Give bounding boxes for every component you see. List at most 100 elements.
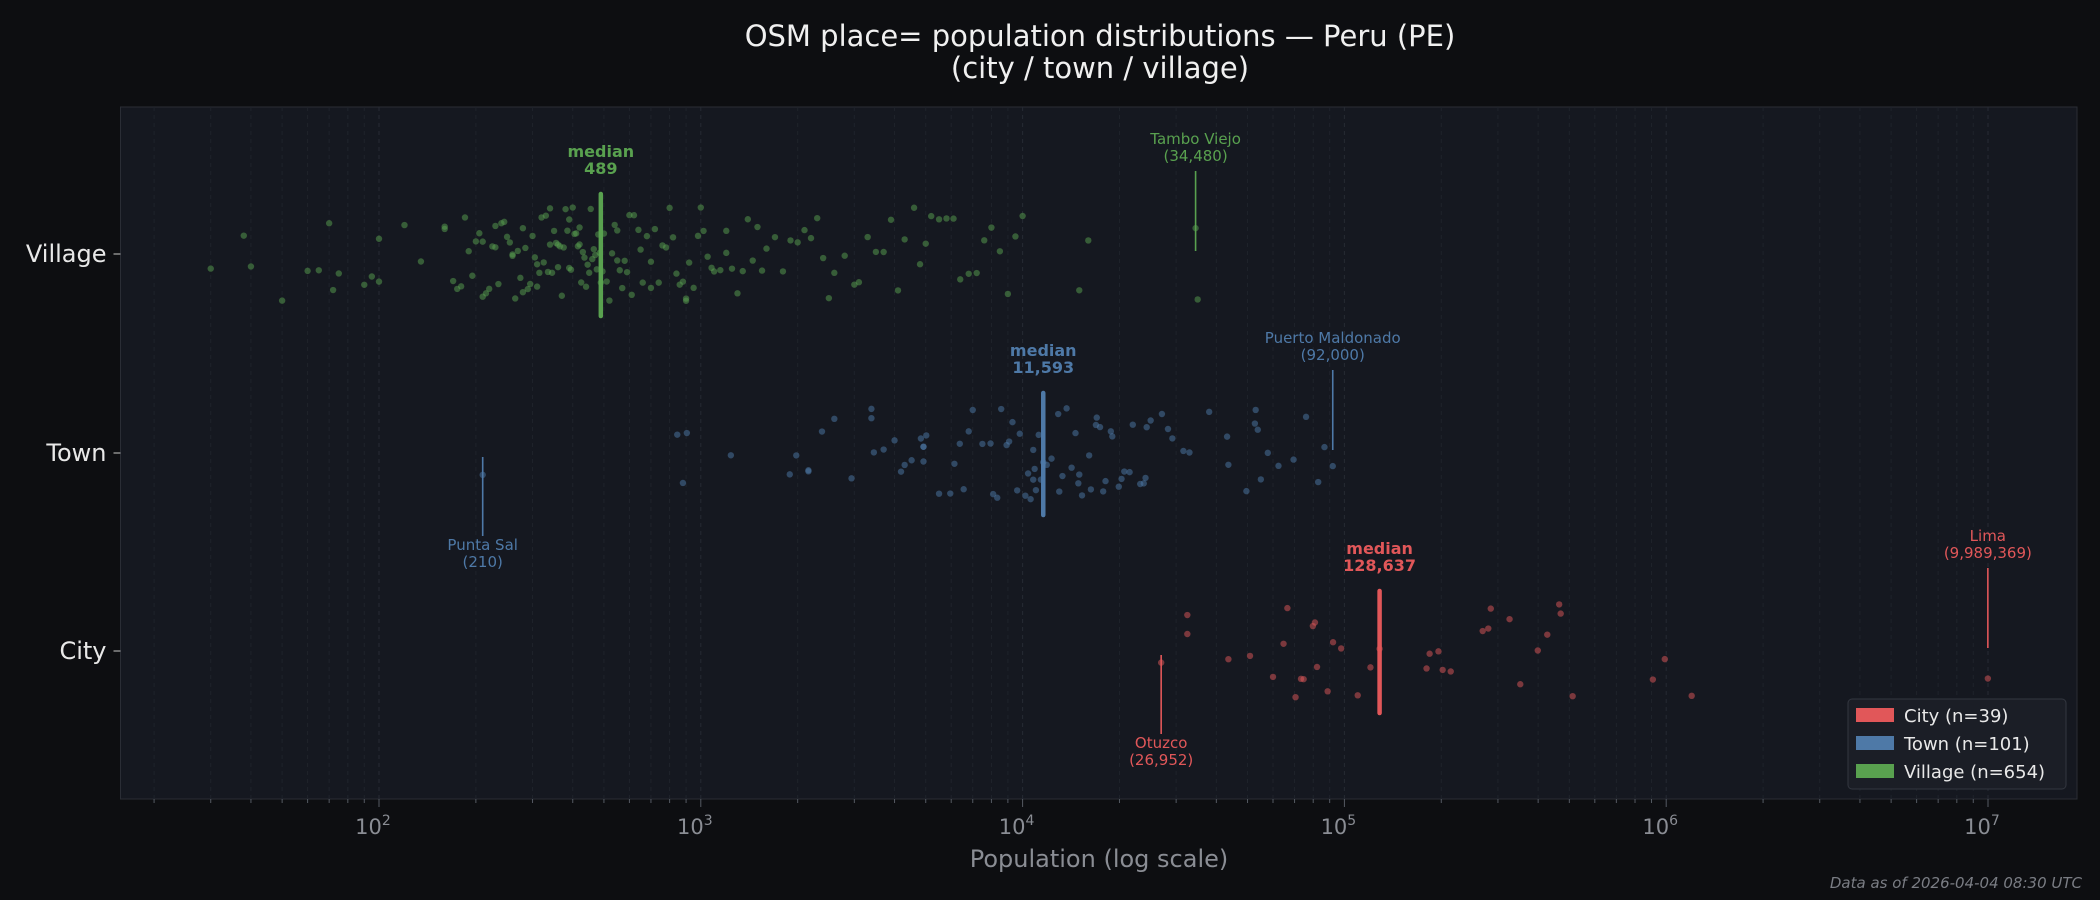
data-point-village <box>626 211 633 219</box>
median-value: 128,637 <box>1343 556 1416 575</box>
data-point-village <box>801 226 808 234</box>
data-point-town <box>818 428 826 435</box>
data-point-village <box>569 204 576 211</box>
tick-base: 10 <box>1964 815 1991 839</box>
data-point-city <box>1423 665 1430 672</box>
data-point-village <box>441 223 448 230</box>
data-point-village <box>608 250 616 257</box>
data-point-town <box>1275 462 1282 470</box>
data-point-village <box>697 204 704 211</box>
data-point-town <box>965 428 972 435</box>
data-point-town <box>1302 413 1310 421</box>
data-point-village <box>717 266 724 274</box>
data-point-village <box>465 248 472 255</box>
data-point-village <box>542 212 550 219</box>
data-point-village <box>807 234 815 242</box>
data-point-village <box>479 238 486 245</box>
data-point-village <box>685 259 693 266</box>
data-point-village <box>586 269 593 276</box>
data-point-village <box>247 263 255 270</box>
data-point-village <box>566 216 573 223</box>
data-point-village <box>621 257 628 264</box>
data-point-village <box>546 241 554 248</box>
data-point-village <box>514 247 522 255</box>
data-point-town <box>897 468 905 475</box>
data-point-city <box>1555 601 1563 608</box>
data-point-village <box>1004 290 1012 298</box>
data-point-village <box>469 272 476 279</box>
data-point-village <box>635 226 642 234</box>
data-point-town <box>1085 452 1093 459</box>
data-point-town <box>1321 443 1328 451</box>
tick-exponent: 6 <box>1669 813 1678 829</box>
data-point-village <box>304 267 311 275</box>
data-point-village <box>576 224 583 231</box>
data-point-village <box>492 222 499 230</box>
legend-swatch-city <box>1856 708 1894 722</box>
data-point-town <box>1223 433 1231 440</box>
data-point-village <box>524 285 531 293</box>
legend-swatch-village <box>1856 764 1894 778</box>
data-point-town <box>917 435 925 442</box>
data-point-city <box>1300 675 1307 683</box>
data-point-village <box>910 204 918 211</box>
annotation-value: (9,989,369) <box>1944 544 2032 562</box>
y-tick-label-village: Village <box>26 240 107 268</box>
x-axis-label: Population (log scale) <box>970 845 1229 873</box>
data-point-city <box>1661 655 1668 663</box>
data-point-village <box>375 278 383 285</box>
data-point-town <box>1068 464 1075 471</box>
data-point-town <box>1329 462 1336 470</box>
data-point-village <box>533 283 541 290</box>
data-point-town <box>1099 488 1107 495</box>
data-point-town <box>1257 476 1265 483</box>
data-point-town <box>1078 492 1086 499</box>
data-point-town <box>1180 447 1187 455</box>
x-tick-label: 107 <box>1964 813 2000 839</box>
data-point-village <box>864 233 871 241</box>
data-point-village <box>461 214 469 221</box>
data-point-city <box>1184 630 1191 638</box>
data-point-village <box>841 252 848 259</box>
data-point-town <box>1164 425 1172 433</box>
data-point-village <box>457 283 465 290</box>
data-point-town <box>979 440 986 448</box>
data-point-village <box>329 286 337 294</box>
data-point-village <box>315 267 322 274</box>
data-point-village <box>579 248 587 256</box>
data-point-village <box>771 233 779 241</box>
data-point-village <box>690 284 697 292</box>
data-point-village <box>533 261 541 268</box>
data-point-city <box>1479 627 1486 635</box>
data-point-town <box>1063 405 1070 412</box>
data-point-town <box>901 461 908 469</box>
data-point-village <box>614 257 621 264</box>
data-point-town <box>727 452 735 459</box>
data-point-town <box>1072 429 1079 437</box>
data-point-town <box>1087 486 1095 493</box>
data-point-village <box>603 278 610 285</box>
data-point-village <box>540 259 547 266</box>
data-point-village <box>758 267 766 274</box>
data-point-village <box>666 204 673 212</box>
data-point-village <box>623 268 631 276</box>
data-point-city <box>1544 631 1551 638</box>
data-point-town <box>951 460 958 467</box>
legend-label-city: City (n=39) <box>1904 706 2008 727</box>
data-point-village <box>973 269 980 277</box>
data-point-village <box>831 269 838 277</box>
data-point-village <box>814 214 821 222</box>
tick-exponent: 3 <box>704 813 713 829</box>
tick-base: 10 <box>355 815 382 839</box>
data-point-village <box>682 295 690 302</box>
legend: City (n=39) Town (n=101) Village (n=654) <box>1847 698 2067 790</box>
grid-lines <box>153 107 1989 799</box>
data-point-city <box>1426 650 1433 657</box>
data-point-village <box>880 248 887 256</box>
data-point-village <box>1012 233 1019 240</box>
data-point-town <box>870 449 878 456</box>
data-point-village <box>928 212 935 220</box>
data-point-city <box>1485 625 1492 632</box>
data-point-village <box>562 205 569 213</box>
data-point-town <box>1205 408 1213 416</box>
